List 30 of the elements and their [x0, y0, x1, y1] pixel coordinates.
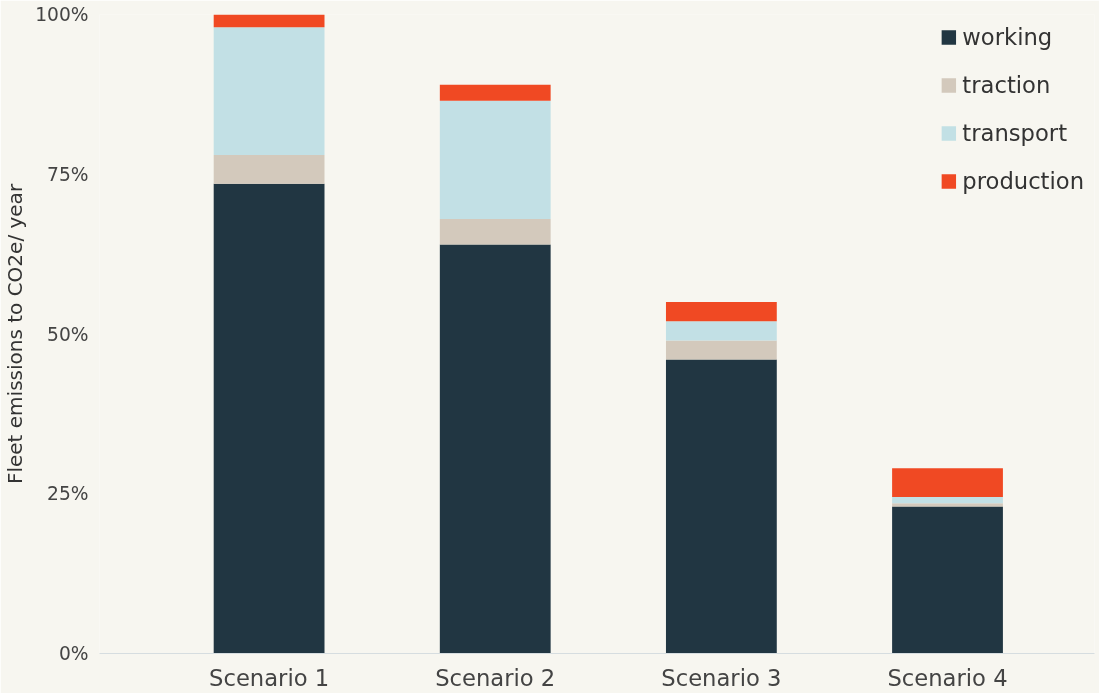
- bar: [665, 321, 777, 341]
- legend-label: working: [962, 24, 1053, 50]
- bar: [439, 84, 551, 101]
- legend-label: production: [962, 168, 1084, 194]
- bar: [665, 302, 777, 322]
- x-tick-label: Scenario 3: [661, 664, 782, 691]
- legend-label: traction: [962, 72, 1051, 98]
- y-tick-label: 100%: [35, 4, 89, 25]
- x-tick-label: Scenario 2: [435, 664, 556, 691]
- bar: [892, 503, 1003, 507]
- bar: [892, 496, 1003, 504]
- bar: [439, 100, 551, 219]
- y-tick-label: 75%: [47, 163, 89, 185]
- y-tick-label: 25%: [47, 483, 89, 505]
- y-tick-label: 0%: [58, 643, 89, 664]
- bar: [213, 155, 325, 184]
- y-axis-title: Fleet emissions to CO2e/ year: [3, 183, 28, 485]
- bar: [665, 340, 777, 360]
- bar: [439, 218, 551, 245]
- x-tick-label: Scenario 1: [209, 664, 330, 691]
- y-tick-label: 50%: [47, 323, 89, 345]
- bar: [213, 14, 325, 28]
- bar: [439, 244, 551, 654]
- bar: [892, 468, 1003, 497]
- x-tick-label: Scenario 4: [887, 664, 1008, 691]
- bar: [892, 506, 1003, 654]
- bar: [665, 359, 777, 654]
- bar: [213, 27, 325, 156]
- bar: [213, 183, 325, 654]
- legend-label: transport: [962, 120, 1068, 146]
